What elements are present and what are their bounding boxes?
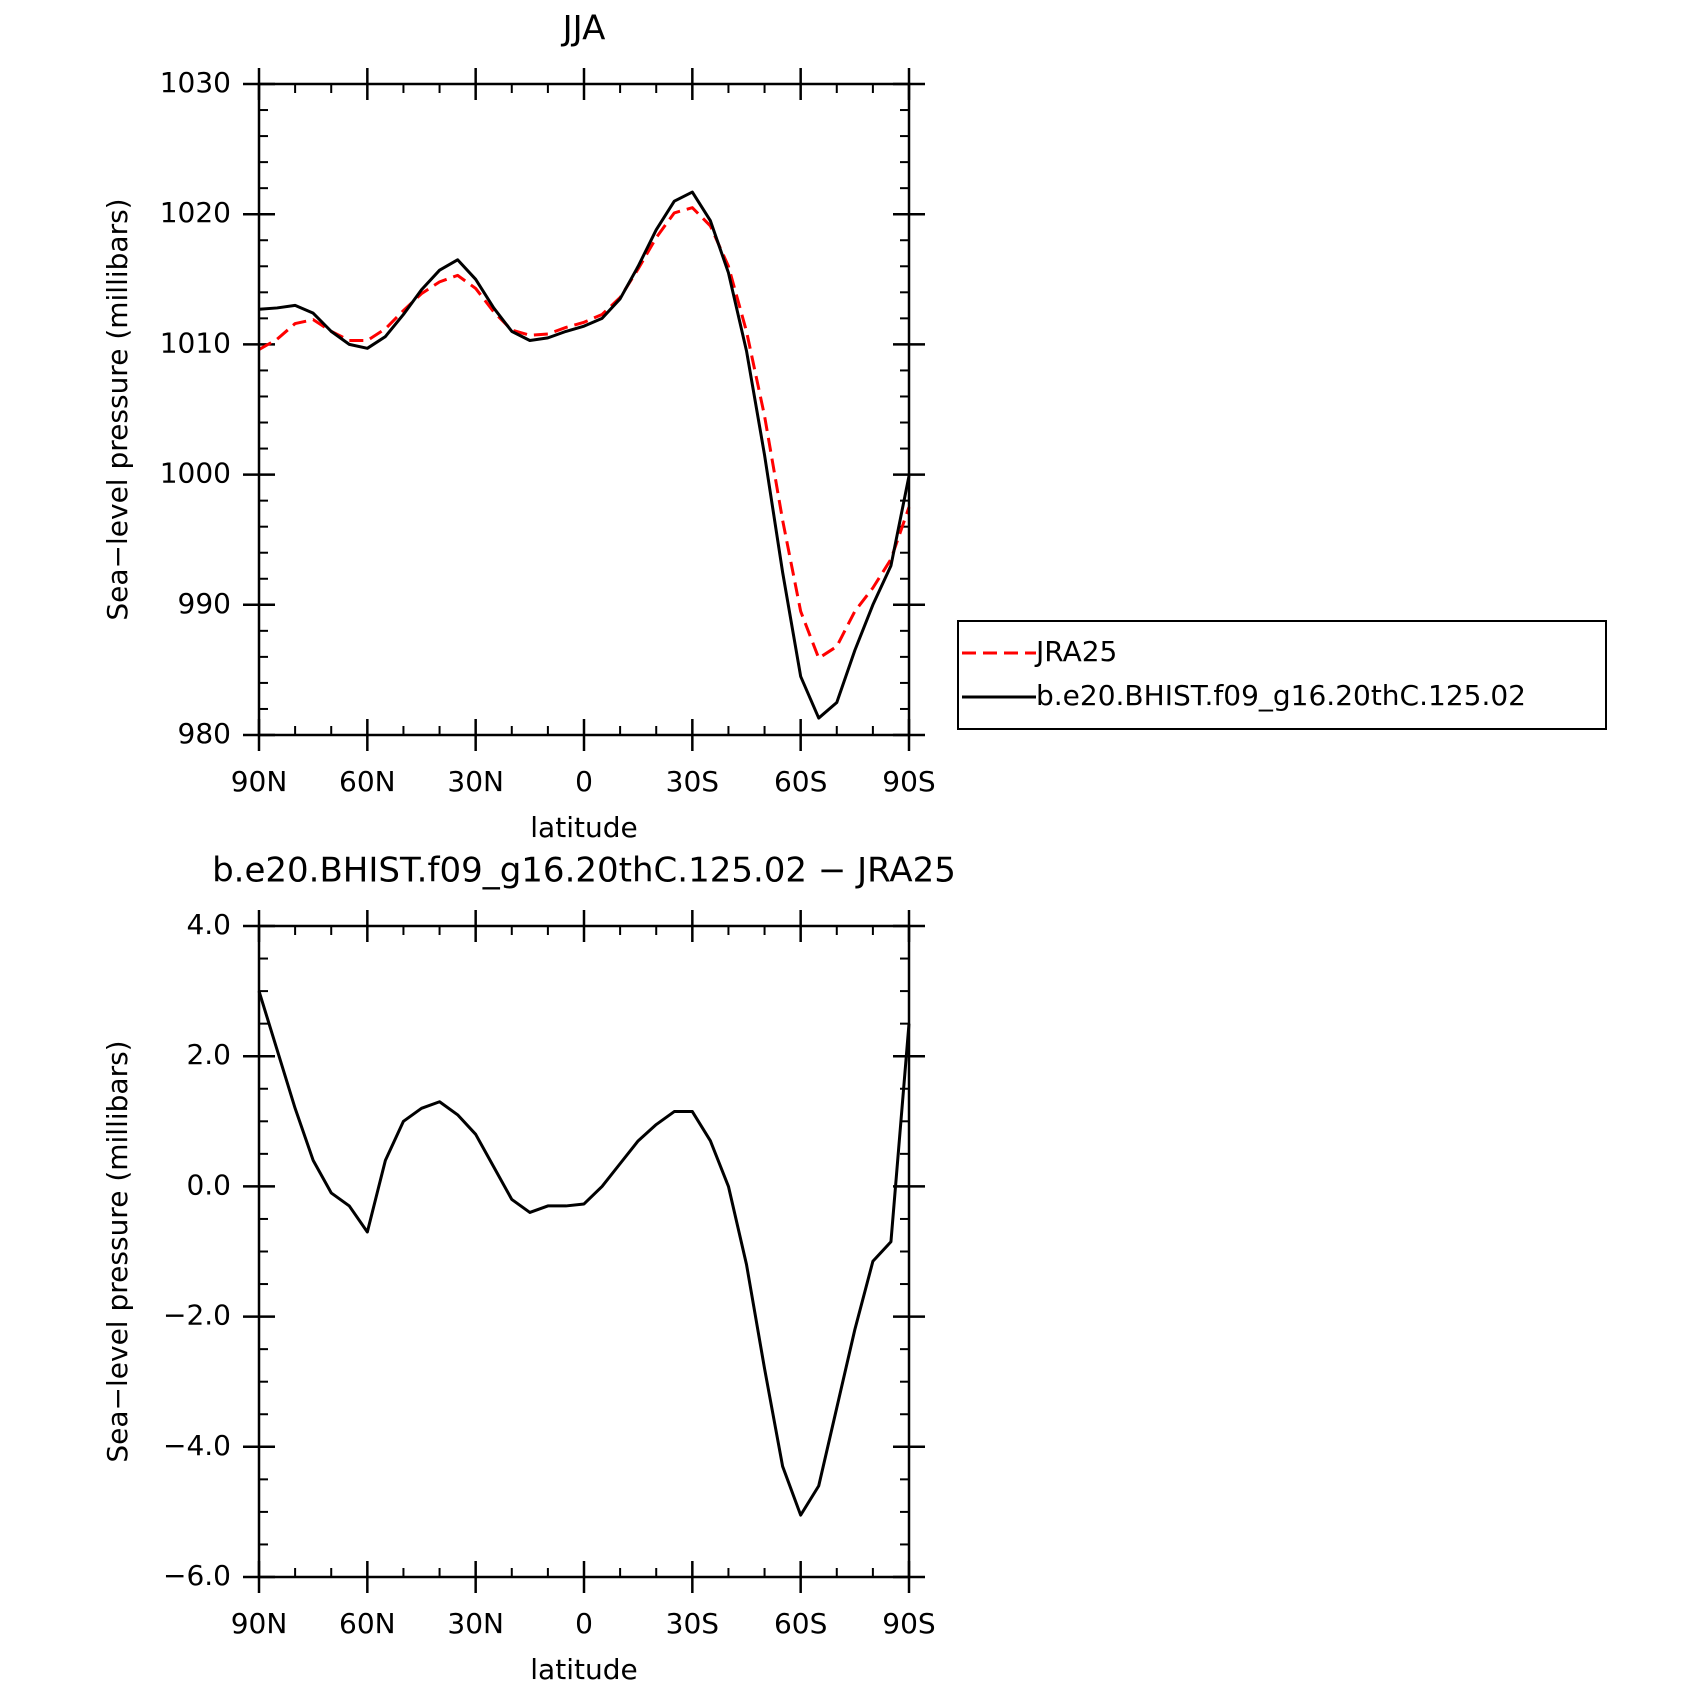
chart-title: b.e20.BHIST.f09_g16.20thC.125.02 − JRA25 [212,851,956,891]
x-tick-label: 90N [231,765,288,798]
legend-label: b.e20.BHIST.f09_g16.20thC.125.02 [1036,679,1526,712]
y-tick-label: −6.0 [163,1559,231,1592]
x-tick-label: 60N [339,1607,396,1640]
y-tick-label: −2.0 [163,1299,231,1332]
y-tick-label: −4.0 [163,1429,231,1462]
x-tick-label: 90S [882,765,935,798]
x-axis-label: latitude [530,1653,637,1686]
y-tick-label: 1020 [160,196,231,229]
y-axis-label: Sea−level pressure (millibars) [101,1040,134,1462]
x-tick-label: 0 [575,1607,593,1640]
y-axis-label: Sea−level pressure (millibars) [101,198,134,620]
x-tick-label: 30N [447,1607,504,1640]
y-tick-label: 1000 [160,457,231,490]
x-tick-label: 30S [666,1607,719,1640]
data-line [257,990,911,1517]
x-tick-label: 30N [447,765,504,798]
x-tick-label: 90N [231,1607,288,1640]
x-tick-label: 60S [774,765,827,798]
legend-label: JRA25 [1034,635,1117,668]
chart-title: JJA [561,9,606,49]
x-tick-label: 0 [575,765,593,798]
x-tick-label: 90S [882,1607,935,1640]
y-tick-label: 980 [178,717,231,750]
x-tick-label: 60S [774,1607,827,1640]
y-tick-label: 2.0 [186,1038,231,1071]
data-line [258,190,911,720]
y-tick-label: 0.0 [186,1168,231,1201]
plot-frame [257,82,911,737]
x-axis-label: latitude [530,811,637,844]
y-tick-label: 990 [178,587,231,620]
x-tick-label: 60N [339,765,396,798]
plot-frame [257,924,911,1579]
y-tick-label: 1030 [160,66,231,99]
y-tick-label: 1010 [160,326,231,359]
y-tick-label: 4.0 [186,908,231,941]
legend-box [957,620,1607,730]
data-line [258,206,911,660]
x-tick-label: 30S [666,765,719,798]
